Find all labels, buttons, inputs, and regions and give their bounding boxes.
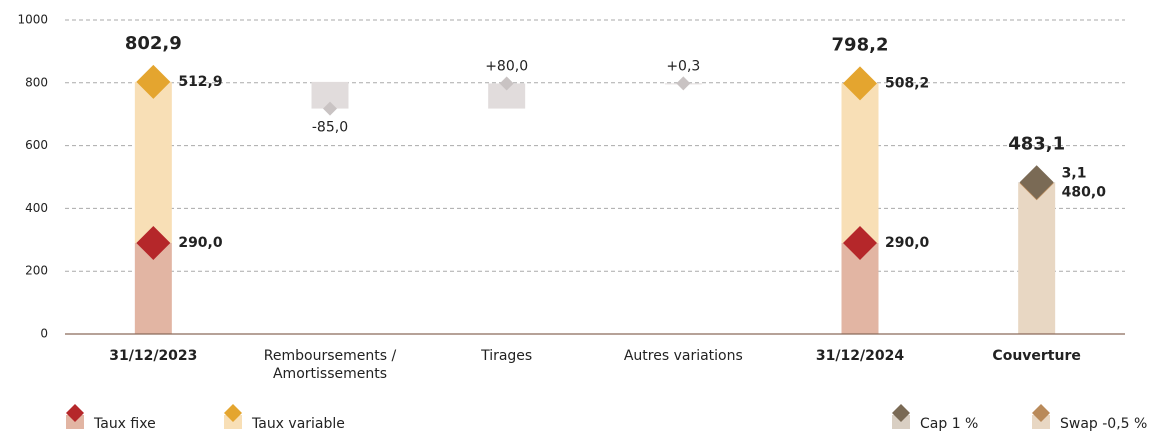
y-tick-label: 600 bbox=[25, 138, 48, 152]
value-label: 290,0 bbox=[178, 235, 223, 251]
value-label: 512,9 bbox=[178, 74, 222, 90]
stack-bar bbox=[134, 81, 172, 243]
legend-label: Taux fixe bbox=[93, 416, 156, 432]
value-label: 508,2 bbox=[885, 75, 929, 91]
legend-label: Cap 1 % bbox=[920, 416, 978, 432]
legend-label: Swap -0,5 % bbox=[1060, 416, 1147, 432]
series-marker bbox=[843, 66, 877, 101]
change-marker bbox=[499, 76, 514, 91]
series-marker bbox=[843, 225, 877, 260]
y-tick-label: 200 bbox=[25, 264, 48, 278]
value-label: 480,0 bbox=[1062, 184, 1107, 200]
change-label: +0,3 bbox=[666, 58, 700, 74]
change-marker bbox=[323, 101, 337, 116]
x-tick-label: Couverture bbox=[992, 348, 1081, 364]
change-label: +80,0 bbox=[485, 58, 528, 74]
total-label: 798,2 bbox=[832, 34, 889, 55]
series-marker bbox=[1019, 165, 1054, 200]
legend-marker bbox=[66, 404, 84, 422]
legend-marker bbox=[224, 404, 242, 422]
total-label: 483,1 bbox=[1008, 133, 1065, 154]
total-label: 802,9 bbox=[125, 33, 182, 54]
stack-bar bbox=[1018, 183, 1056, 334]
legend-marker bbox=[1032, 404, 1050, 422]
y-tick-label: 0 bbox=[40, 327, 48, 341]
value-label: 290,0 bbox=[885, 235, 930, 251]
x-tick-label: Autres variations bbox=[623, 348, 743, 364]
change-marker bbox=[676, 76, 691, 91]
y-tick-label: 400 bbox=[25, 201, 48, 215]
legend-label: Taux variable bbox=[251, 416, 345, 432]
stack-bar bbox=[841, 83, 879, 243]
legend-marker bbox=[892, 404, 910, 422]
series-marker bbox=[136, 64, 171, 99]
y-tick-label: 1000 bbox=[17, 13, 48, 27]
change-label: -85,0 bbox=[312, 120, 348, 136]
x-tick-label: 31/12/2023 bbox=[109, 348, 198, 364]
y-tick-label: 800 bbox=[25, 75, 48, 89]
series-marker bbox=[136, 225, 171, 260]
x-tick-label: Remboursements / Amortissements bbox=[263, 348, 397, 382]
x-tick-label: 31/12/2024 bbox=[815, 348, 905, 364]
x-tick-label: Tirages bbox=[481, 348, 533, 364]
value-label: 3,1 bbox=[1062, 165, 1087, 181]
